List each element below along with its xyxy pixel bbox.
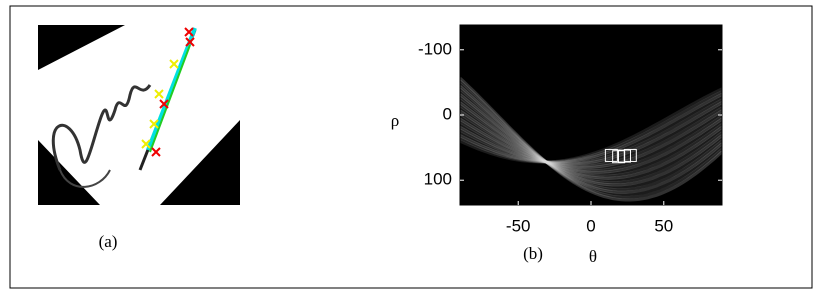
x-tick-label: 50 bbox=[654, 216, 673, 235]
figure: (a) -50 0 50 -100 0 100 ρ θ (b) bbox=[0, 0, 824, 293]
y-tick-label: 100 bbox=[424, 170, 452, 189]
panel-b-label: (b) bbox=[523, 244, 543, 263]
panel-a-label: (a) bbox=[99, 232, 118, 251]
x-axis-label: θ bbox=[589, 247, 597, 266]
y-tick-label: -100 bbox=[418, 39, 452, 58]
x-tick-label: 0 bbox=[586, 216, 595, 235]
panel-a-image bbox=[38, 25, 240, 205]
y-axis-label: ρ bbox=[391, 111, 399, 130]
x-tick-label: -50 bbox=[506, 216, 531, 235]
y-tick-label: 0 bbox=[443, 104, 452, 123]
